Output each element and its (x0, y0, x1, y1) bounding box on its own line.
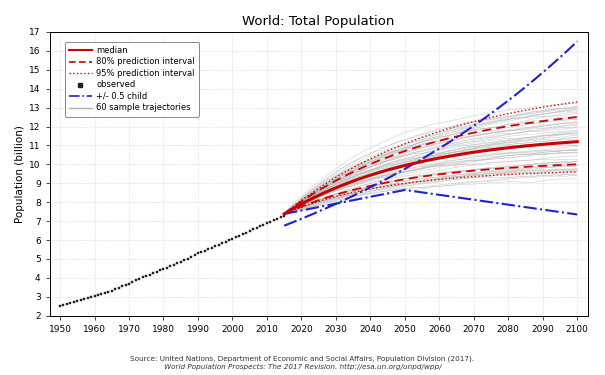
Text: World Population Prospects: The 2017 Revision. http://esa.un.org/unpd/wpp/: World Population Prospects: The 2017 Rev… (164, 364, 441, 370)
Title: World: Total Population: World: Total Population (243, 15, 395, 28)
Legend: median, 80% prediction interval, 95% prediction interval, observed, +/- 0.5 chil: median, 80% prediction interval, 95% pre… (65, 42, 199, 117)
Y-axis label: Population (billion): Population (billion) (15, 125, 25, 223)
Text: Source: United Nations, Department of Economic and Social Affairs, Population Di: Source: United Nations, Department of Ec… (131, 356, 474, 362)
